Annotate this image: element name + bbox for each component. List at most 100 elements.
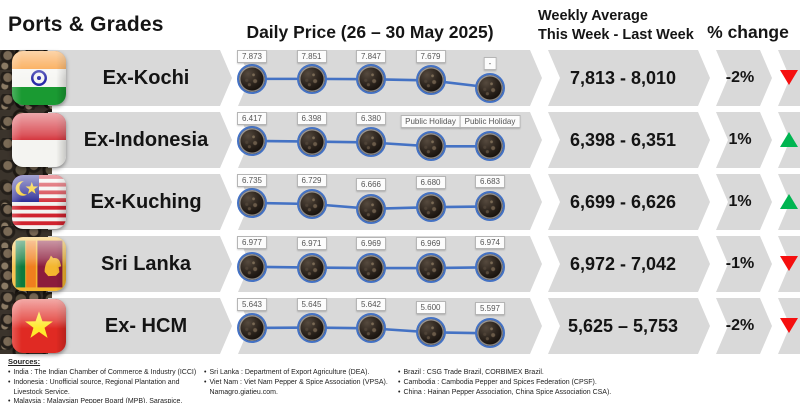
price-row-ex-hcm: Ex- HCM 5.643 5.645 5.642 5.600 5.597 5,625 – … bbox=[0, 298, 800, 354]
srilanka-flag-icon bbox=[12, 237, 66, 291]
peppercorn-data-point bbox=[356, 253, 386, 284]
peppercorn-data-point bbox=[296, 252, 327, 283]
source-text: Malaysia : Malaysian Pepper Board (MPB),… bbox=[13, 398, 183, 403]
peppercorn-data-point bbox=[237, 251, 267, 282]
source-item: • Cambodia : Cambodia Pepper and Spices F… bbox=[398, 378, 688, 388]
up-triangle-icon bbox=[780, 132, 798, 147]
peppercorn-data-point bbox=[296, 312, 327, 343]
bullet-icon: • bbox=[204, 378, 207, 386]
daily-price-sparkline: 7.873 7.851 7.847 7.679 - bbox=[236, 50, 542, 106]
source-item: • Sri Lanka : Department of Export Agricu… bbox=[204, 368, 394, 378]
peppercorn-data-point bbox=[296, 126, 327, 157]
price-label: Public Holiday bbox=[459, 115, 521, 129]
percent-change-value: 1% bbox=[728, 193, 752, 210]
peppercorn-data-point bbox=[296, 63, 327, 94]
peppercorn-data-point bbox=[296, 189, 327, 219]
price-label: 6.974 bbox=[474, 236, 506, 250]
price-row-sri-lanka: Sri Lanka 6.977 6.971 6.969 6.969 6.974 6,972 … bbox=[0, 236, 800, 292]
percent-change-header: % change bbox=[707, 22, 789, 42]
price-label: Public Holiday bbox=[400, 115, 461, 129]
source-text: Sri Lanka : Department of Export Agricul… bbox=[209, 369, 370, 376]
peppercorn-data-point bbox=[475, 318, 505, 349]
price-label: 6.380 bbox=[355, 112, 387, 125]
vietnam-flag-icon bbox=[12, 299, 66, 353]
row-band-name bbox=[48, 174, 232, 230]
row-band-name bbox=[48, 236, 232, 292]
peppercorn-data-point bbox=[475, 131, 505, 162]
bullet-icon: • bbox=[8, 398, 11, 403]
price-label: 7.679 bbox=[415, 50, 446, 63]
down-triangle-icon bbox=[780, 256, 798, 271]
source-text: Viet Nam : Viet Nam Pepper & Spice Assoc… bbox=[209, 378, 388, 396]
india-flag-icon bbox=[12, 51, 66, 105]
source-text: India : The Indian Chamber of Commerce &… bbox=[13, 369, 197, 376]
price-label: 5.643 bbox=[236, 298, 268, 311]
bullet-icon: • bbox=[398, 388, 401, 396]
row-band-weekly bbox=[548, 298, 710, 354]
port-name: Ex-Indonesia bbox=[83, 128, 209, 151]
port-name: Ex- HCM bbox=[104, 314, 188, 337]
peppercorn-data-point bbox=[415, 192, 446, 223]
daily-price-header: Daily Price (26 – 30 May 2025) bbox=[246, 22, 494, 42]
percent-change-value: -1% bbox=[725, 255, 755, 272]
sources-column-3: • Brazil : CSG Trade Brazil, CORBIMEX Bra… bbox=[398, 357, 688, 397]
peppercorn-data-point bbox=[237, 313, 267, 343]
malaysia-flag-icon bbox=[12, 175, 66, 229]
daily-price-sparkline: 5.643 5.645 5.642 5.600 5.597 bbox=[236, 298, 542, 354]
peppercorn-data-point bbox=[415, 131, 446, 162]
source-item: • Indonesia : Unofficial source, Regional… bbox=[8, 378, 206, 398]
peppercorn-data-point bbox=[356, 64, 386, 95]
price-label: 6.969 bbox=[415, 237, 446, 251]
daily-price-sparkline: 6.735 6.729 6.666 6.680 6.683 bbox=[236, 174, 542, 230]
bullet-icon: • bbox=[8, 378, 11, 386]
price-row-ex-kochi: Ex-Kochi 7.873 7.851 7.847 7.679 - 7,813 - 8,0… bbox=[0, 50, 800, 106]
port-name: Ex-Kuching bbox=[90, 190, 202, 213]
peppercorn-data-point bbox=[415, 253, 446, 284]
daily-price-sparkline: 6.977 6.971 6.969 6.969 6.974 bbox=[236, 236, 542, 292]
weekly-average-header-line1: Weekly Average bbox=[538, 8, 648, 24]
price-label: 6.729 bbox=[296, 174, 327, 187]
source-text: Cambodia : Cambodia Pepper and Spices Fe… bbox=[403, 378, 597, 386]
row-band-weekly bbox=[548, 112, 710, 168]
up-triangle-icon bbox=[780, 194, 798, 209]
weekly-average-header-line2: This Week - Last Week bbox=[538, 27, 694, 43]
price-label: 5.645 bbox=[296, 298, 327, 311]
sources-footer: Sources: • India : The Indian Chamber of C… bbox=[0, 357, 800, 403]
row-band-name bbox=[48, 50, 232, 106]
daily-price-sparkline: 6.417 6.398 6.380 Public Holiday Public Holi… bbox=[236, 112, 542, 168]
peppercorn-data-point bbox=[237, 125, 267, 156]
price-row-ex-kuching: Ex-Kuching 6.735 6.729 6.666 6.680 6.683 6,699… bbox=[0, 174, 800, 230]
row-band-name bbox=[48, 112, 232, 168]
price-label: - bbox=[483, 56, 497, 70]
weekly-average-value: 6,699 - 6,626 bbox=[569, 191, 677, 212]
source-item: • China : Hainan Pepper Association, Chin… bbox=[398, 388, 688, 398]
percent-change-value: -2% bbox=[725, 317, 755, 334]
source-text: China : Hainan Pepper Association, China… bbox=[403, 388, 612, 396]
source-item: • Malaysia : Malaysian Pepper Board (MPB)… bbox=[8, 397, 206, 403]
ports-grades-header: Ports & Grades bbox=[8, 13, 164, 36]
row-band-weekly bbox=[548, 174, 710, 230]
percent-change-value: -2% bbox=[725, 69, 755, 86]
peppercorn-data-point bbox=[475, 72, 505, 103]
sources-column-2: • Sri Lanka : Department of Export Agricu… bbox=[204, 357, 394, 397]
peppercorn-data-point bbox=[475, 191, 505, 222]
source-text: Indonesia : Unofficial source, Regional … bbox=[13, 378, 180, 396]
source-text: Brazil : CSG Trade Brazil, CORBIMEX Braz… bbox=[403, 369, 544, 376]
weekly-average-value: 5,625 – 5,753 bbox=[567, 315, 679, 336]
bullet-icon: • bbox=[398, 378, 401, 386]
price-label: 6.735 bbox=[236, 174, 268, 187]
peppercorn-data-point bbox=[237, 187, 267, 218]
down-triangle-icon bbox=[780, 318, 798, 333]
port-name: Ex-Kochi bbox=[102, 66, 190, 89]
peppercorn-data-point bbox=[356, 193, 386, 224]
price-label: 6.666 bbox=[355, 177, 387, 191]
price-row-ex-indonesia: Ex-Indonesia 6.417 6.398 6.380 Public Holida… bbox=[0, 112, 800, 168]
price-label: 6.683 bbox=[474, 175, 506, 189]
bullet-icon: • bbox=[8, 369, 11, 376]
price-label: 6.417 bbox=[236, 112, 268, 125]
port-name: Sri Lanka bbox=[100, 252, 192, 275]
price-label: 6.680 bbox=[415, 176, 446, 190]
peppercorn-data-point bbox=[415, 65, 446, 96]
sources-column-1: Sources: • India : The Indian Chamber of C… bbox=[8, 357, 206, 403]
